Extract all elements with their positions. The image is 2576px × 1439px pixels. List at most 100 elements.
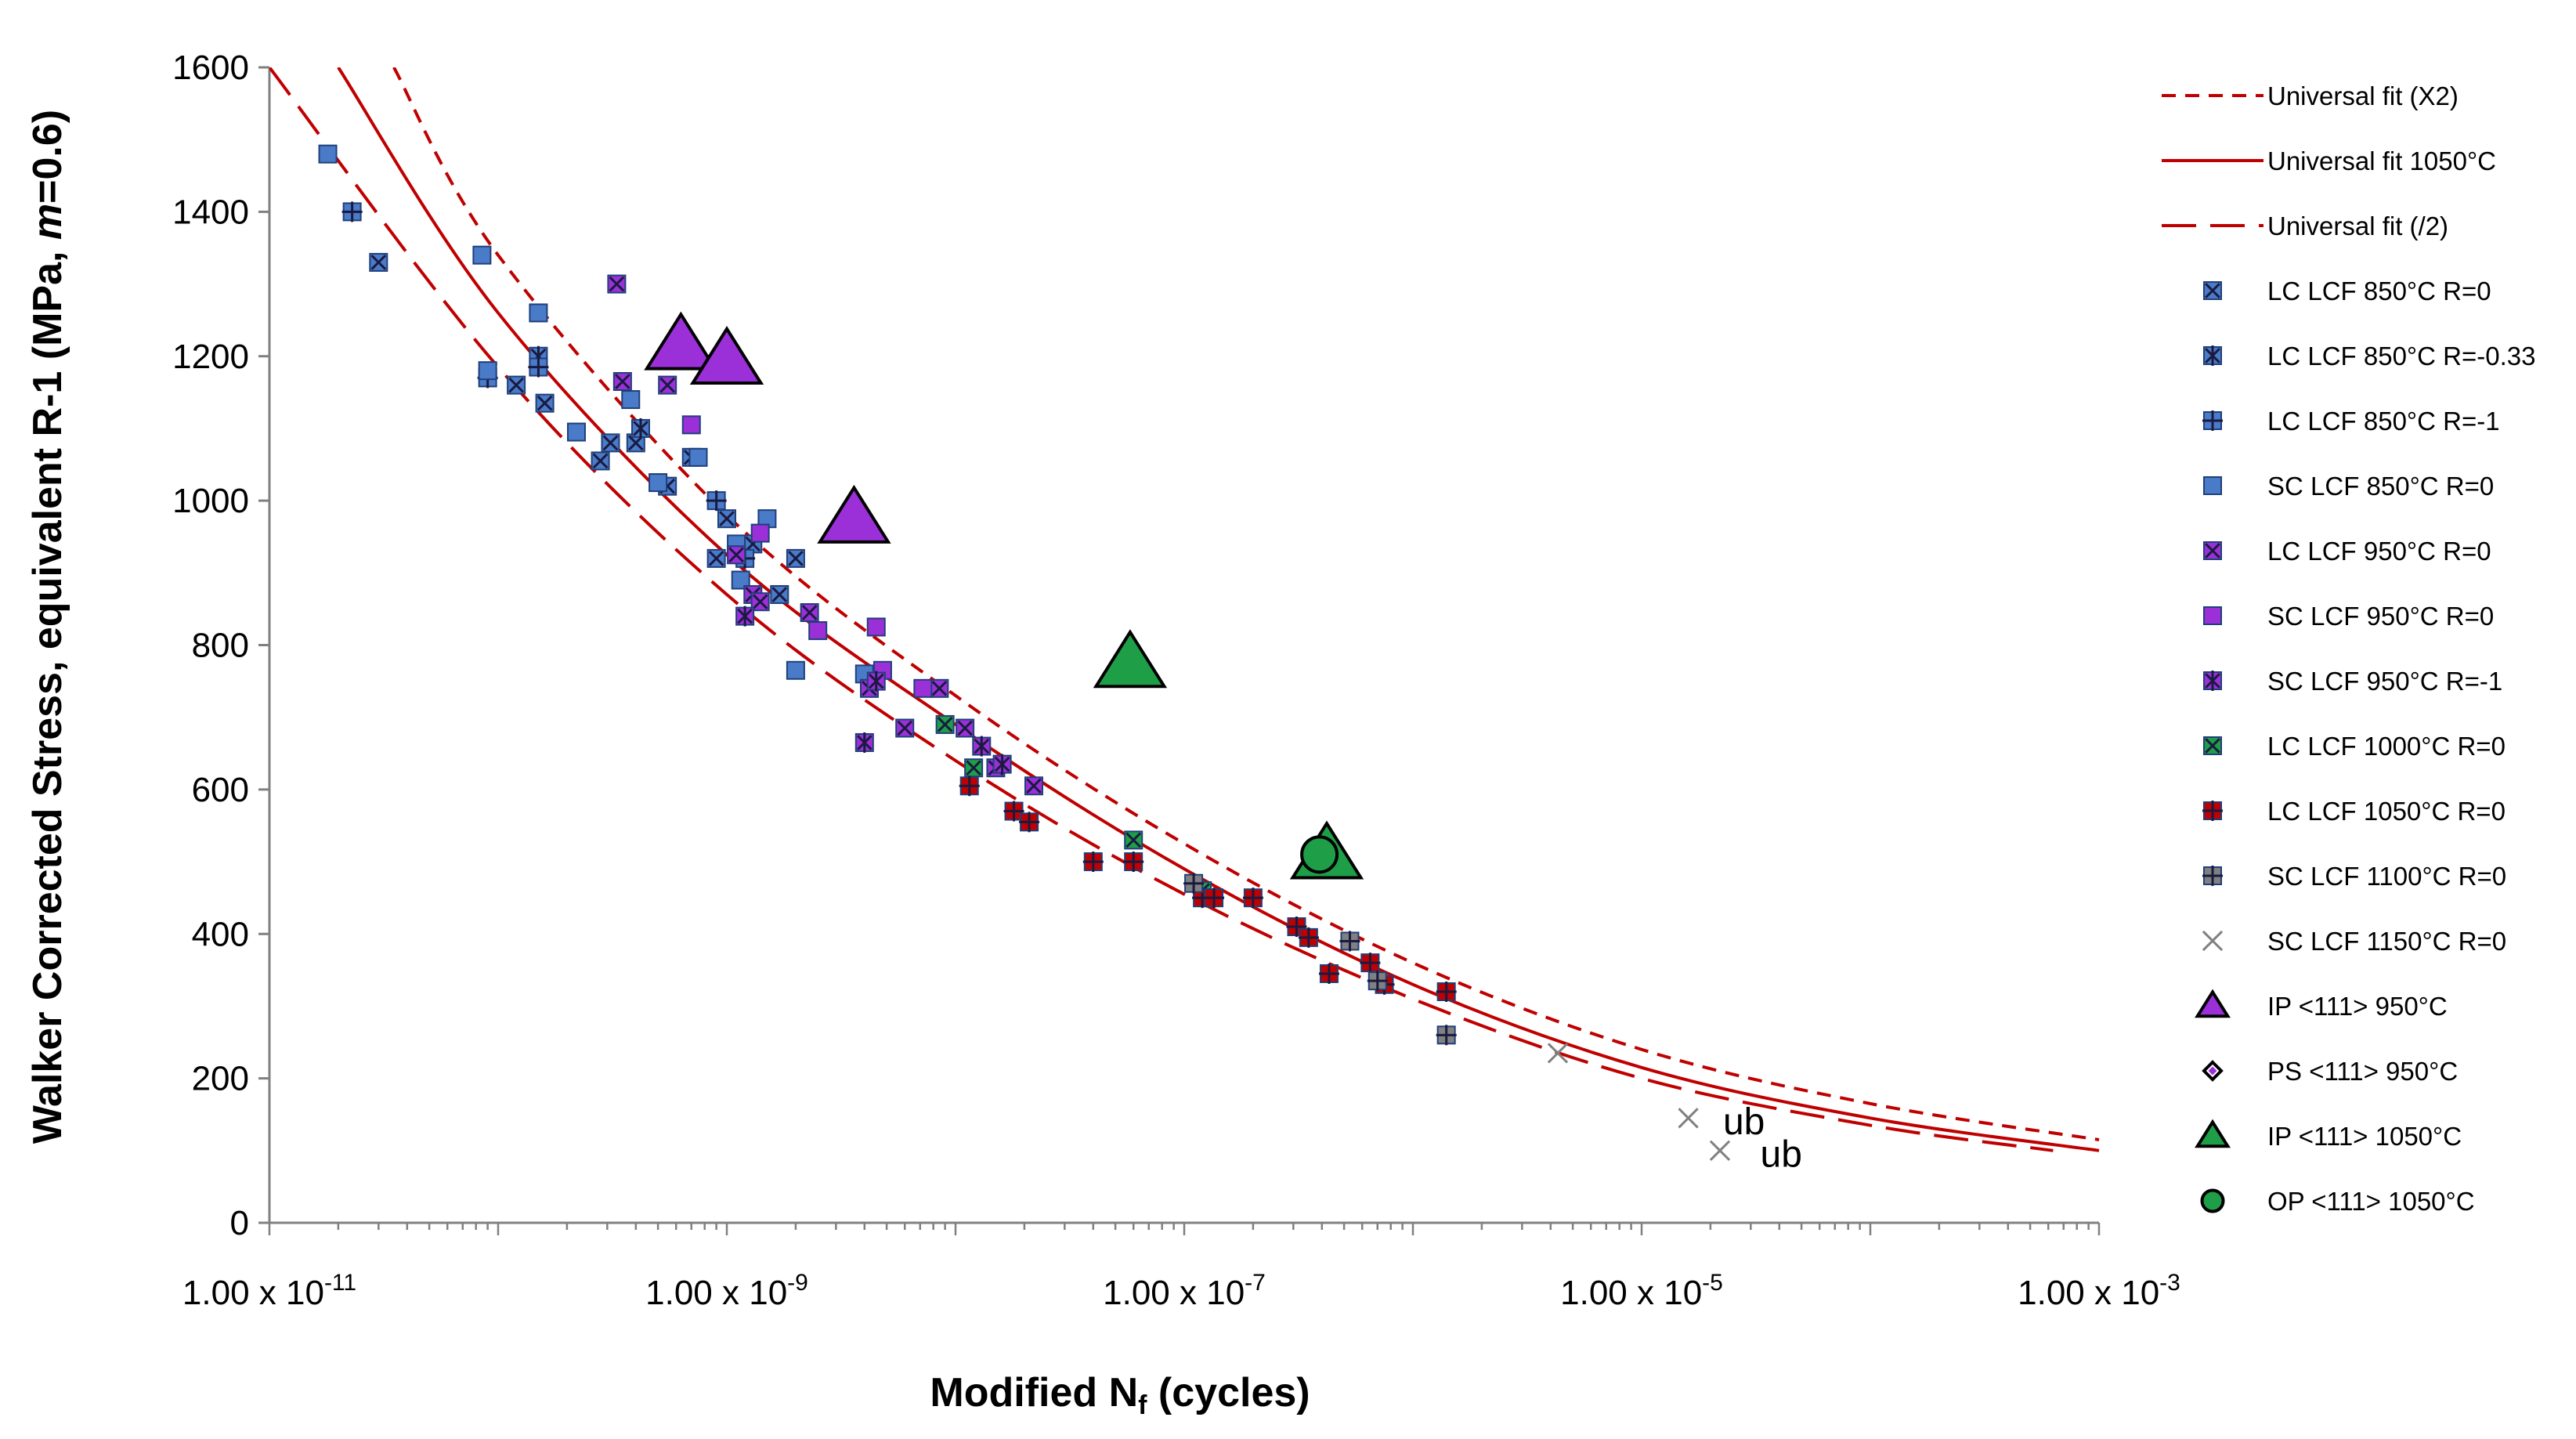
marker-body: [472, 245, 492, 265]
marker-stroke: [2202, 930, 2224, 952]
data-point: [817, 484, 891, 544]
legend-marker: [2202, 410, 2223, 431]
data-point: [591, 451, 610, 471]
data-point: [750, 592, 770, 612]
marker-stroke: [2205, 738, 2220, 754]
legend-label: SC LCF 950°C R=0: [2267, 602, 2494, 631]
marker-body: [2195, 989, 2231, 1018]
data-point: [318, 144, 338, 164]
marker-body: [750, 523, 770, 543]
x-tick-label: 1.00 x 10-11: [182, 1270, 356, 1312]
data-point: [1547, 1043, 1569, 1064]
data-point: [1360, 953, 1381, 974]
x-tick-label: 1.00 x 10-5: [1560, 1270, 1723, 1312]
marker-stroke: [1125, 832, 1142, 848]
data-point: [601, 433, 620, 453]
marker-stroke: [2205, 543, 2220, 559]
marker-body: [2195, 1119, 2231, 1148]
marker-body: [621, 390, 641, 410]
marker-stroke: [602, 435, 619, 451]
curve-solid: [337, 67, 2100, 1152]
curve-short: [392, 67, 2100, 1141]
data-point: [472, 245, 492, 265]
marker-body: [913, 678, 933, 698]
data-point: [1082, 851, 1104, 873]
data-point: [507, 375, 526, 395]
data-point: [959, 776, 980, 797]
legend-marker: [2202, 866, 2223, 886]
marker-stroke: [1026, 778, 1042, 794]
annotation-label: ub: [1761, 1133, 1802, 1175]
data-point: [854, 732, 874, 753]
data-point: [930, 678, 949, 698]
data-point: [735, 606, 755, 627]
data-point: [689, 326, 764, 385]
legend-label: SC LCF 950°C R=-1: [2267, 667, 2502, 696]
legend-label: PS <111> 950°C: [2267, 1057, 2458, 1086]
marker-stroke: [370, 255, 387, 270]
data-point: [1242, 888, 1263, 909]
data-markers: [318, 144, 1731, 1161]
data-point: [529, 303, 548, 323]
legend-item: SC LCF 950°C R=0: [2203, 602, 2494, 631]
marker-body: [688, 447, 708, 467]
y-tick-label: 200: [192, 1060, 249, 1098]
legend-marker: [2203, 606, 2222, 625]
marker-stroke: [897, 720, 913, 736]
data-point: [1318, 963, 1339, 984]
marker-stroke: [788, 551, 804, 566]
data-point: [786, 660, 805, 680]
data-point: [478, 361, 497, 381]
y-tick-label: 1000: [172, 482, 249, 520]
marker-stroke: [957, 720, 973, 736]
legend-label: LC LCF 950°C R=0: [2267, 537, 2491, 566]
legend-marker: [2200, 1188, 2225, 1213]
marker-body: [2200, 1188, 2225, 1213]
legend-marker: [2203, 736, 2222, 755]
legend-label: LC LCF 1000°C R=0: [2267, 732, 2506, 761]
marker-stroke: [2205, 283, 2220, 298]
data-point: [1024, 776, 1043, 796]
marker-stroke: [1678, 1108, 1699, 1129]
y-tick-label: 1600: [172, 49, 249, 87]
data-point: [528, 356, 549, 378]
marker-stroke: [609, 276, 625, 292]
y-tick-label: 0: [230, 1204, 249, 1242]
x-tick-label: 1.00 x 10-9: [645, 1270, 808, 1312]
annotation-label: ub: [1723, 1101, 1765, 1143]
legend-item: LC LCF 1050°C R=0: [2202, 797, 2506, 826]
y-tick-label: 1400: [172, 193, 249, 231]
data-point: [956, 718, 975, 738]
legend-label: LC LCF 850°C R=-0.33: [2267, 342, 2535, 371]
legend-label: Universal fit (X2): [2267, 81, 2459, 110]
marker-stroke: [937, 717, 953, 732]
data-point: [935, 714, 955, 734]
marker-body: [2203, 606, 2222, 625]
data-point: [866, 671, 886, 692]
legend-label: SC LCF 850°C R=0: [2267, 472, 2494, 501]
data-point: [706, 490, 727, 512]
marker-stroke: [719, 511, 735, 527]
x-axis-ticks: 1.00 x 10-11 1.00 x 10-9 1.00 x 10-7 1.00 x…: [182, 1223, 2180, 1312]
data-point: [727, 545, 746, 565]
marker-body: [566, 422, 586, 442]
data-point: [681, 415, 701, 435]
marker-body: [689, 326, 764, 385]
legend-marker: [2203, 671, 2222, 691]
data-point: [621, 390, 641, 410]
marker-body: [1093, 629, 1168, 689]
data-point: [341, 201, 363, 222]
marker-stroke: [708, 551, 724, 566]
data-point: [992, 754, 1012, 775]
data-point: [535, 393, 555, 413]
data-point: [731, 570, 750, 590]
data-point: [1300, 835, 1339, 874]
marker-body: [866, 617, 886, 637]
legend-item: Universal fit 1050°C: [2162, 146, 2496, 175]
marker-body: [731, 570, 750, 590]
legend-marker: [2202, 1060, 2224, 1082]
legend-marker: [2195, 989, 2231, 1018]
marker-body: [478, 361, 497, 381]
legend-label: SC LCF 1150°C R=0: [2267, 927, 2506, 956]
legend-marker: [2203, 476, 2222, 495]
